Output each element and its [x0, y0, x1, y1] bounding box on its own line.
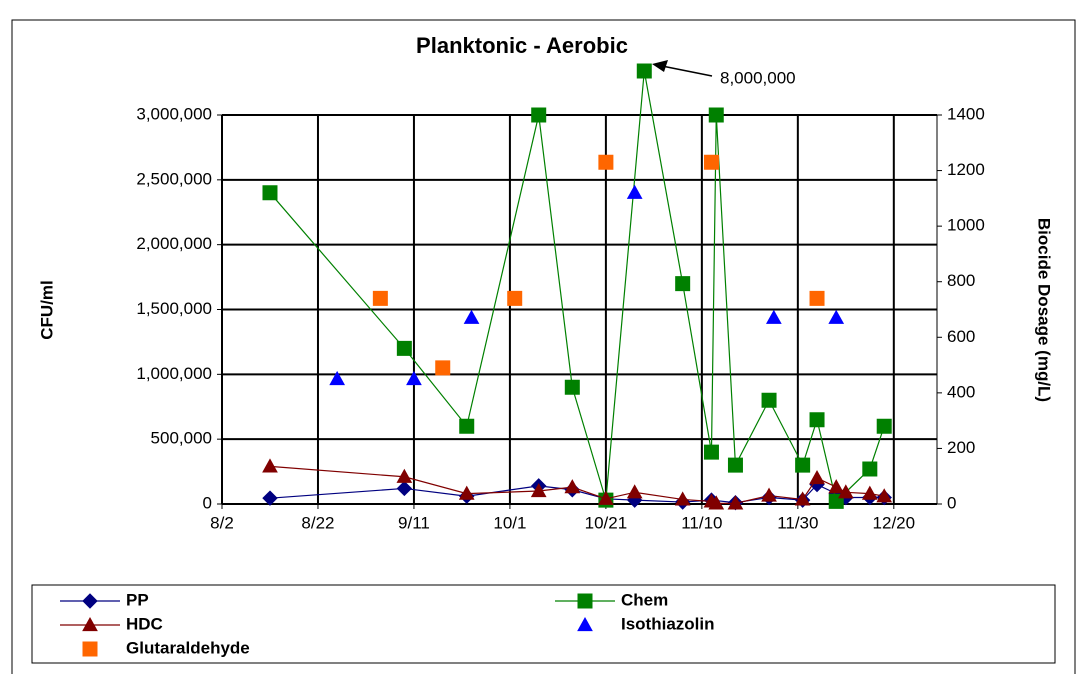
marker [862, 461, 878, 477]
marker [262, 185, 278, 201]
y2-tick-label: 200 [947, 438, 975, 457]
y-tick-label: 500,000 [151, 429, 212, 448]
y-tick-label: 2,500,000 [136, 169, 212, 188]
marker [876, 488, 893, 503]
marker [406, 370, 422, 386]
marker [564, 479, 581, 494]
chart-title: Planktonic - Aerobic [416, 33, 628, 58]
y-tick-label: 0 [203, 493, 212, 512]
marker [329, 370, 346, 386]
x-tick-label: 10/21 [585, 513, 628, 532]
legend-label: PP [126, 590, 149, 609]
y-axis-label: CFU/ml [37, 280, 56, 340]
legend-label: Glutaraldehyde [126, 638, 250, 657]
marker [809, 470, 825, 485]
marker [530, 483, 547, 498]
y-tick-label: 1,500,000 [136, 299, 212, 318]
marker [765, 309, 782, 324]
x-tick-label: 10/1 [493, 513, 526, 532]
marker [675, 276, 691, 292]
marker [794, 491, 811, 506]
legend-label: Isothiazolin [621, 614, 715, 633]
marker [262, 490, 278, 506]
marker [761, 392, 777, 408]
marker [828, 309, 845, 324]
annotation-arrow [661, 65, 713, 77]
marker [262, 458, 278, 473]
legend-label: HDC [126, 614, 163, 633]
y-tick-label: 1,000,000 [136, 364, 212, 383]
marker [463, 309, 480, 324]
marker [727, 495, 744, 510]
marker [435, 360, 451, 376]
y2-tick-label: 0 [947, 493, 956, 512]
annotation: 8,000,000 [720, 68, 796, 87]
annotation-arrowhead [652, 60, 668, 72]
y2-tick-label: 1200 [947, 160, 985, 179]
legend-marker [82, 593, 98, 609]
legend-label: Chem [621, 590, 668, 609]
y2-tick-label: 400 [947, 382, 975, 401]
marker [396, 468, 413, 483]
legend-marker [577, 616, 593, 632]
marker [396, 340, 412, 356]
y2-tick-label: 600 [947, 327, 975, 346]
x-tick-label: 8/22 [301, 513, 334, 532]
marker [636, 63, 652, 79]
marker [809, 290, 825, 306]
marker [458, 485, 475, 500]
marker [703, 154, 719, 170]
marker [626, 484, 643, 499]
marker [703, 444, 719, 460]
marker [459, 418, 475, 434]
x-tick-label: 11/30 [777, 513, 818, 532]
y2-tick-label: 1000 [947, 216, 985, 235]
marker [372, 290, 388, 306]
marker [598, 154, 614, 170]
legend-marker [82, 641, 98, 657]
marker [837, 484, 854, 499]
marker [531, 107, 547, 123]
marker [876, 418, 892, 434]
legend-box [31, 584, 1056, 664]
marker [396, 480, 413, 497]
marker [727, 457, 743, 473]
marker [828, 479, 845, 494]
marker [809, 412, 825, 428]
legend-marker [577, 593, 593, 609]
y2-tick-label: 1400 [947, 104, 985, 123]
marker [626, 184, 643, 199]
marker [861, 485, 878, 500]
x-tick-label: 12/20 [873, 513, 916, 532]
marker [761, 487, 777, 502]
marker [564, 379, 580, 395]
marker [507, 290, 523, 306]
y2-axis-label: Biocide Dosage (mg/L) [1035, 218, 1054, 402]
x-tick-label: 11/10 [681, 513, 722, 532]
marker [708, 107, 724, 123]
y2-tick-label: 800 [947, 271, 975, 290]
marker [795, 457, 811, 473]
marker [674, 491, 691, 506]
x-tick-label: 9/11 [398, 513, 430, 532]
marker [598, 490, 614, 505]
x-tick-label: 8/2 [210, 513, 234, 532]
y-tick-label: 3,000,000 [136, 104, 212, 123]
legend-marker [82, 616, 98, 632]
y-tick-label: 2,000,000 [136, 234, 212, 253]
marker [708, 495, 725, 510]
